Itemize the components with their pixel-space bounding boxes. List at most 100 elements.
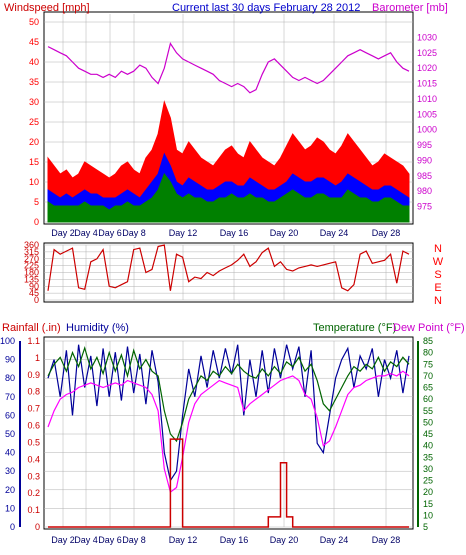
- series-rainfall: [48, 438, 409, 528]
- x-tick-label: Day 2: [51, 535, 75, 545]
- wind-tick-label: 20: [29, 137, 39, 147]
- wind-tick-label: 15: [29, 157, 39, 167]
- x-tick-label: Day 20: [270, 535, 299, 545]
- rain-tick-label: 0.3: [27, 471, 40, 481]
- direction-tick-label: 360: [24, 240, 39, 250]
- humidity-tick-label: 0: [10, 522, 15, 532]
- barometer-tick-label: 1000: [417, 125, 437, 135]
- compass-label: W: [433, 256, 444, 268]
- direction-tick-label: 315: [24, 247, 39, 257]
- wind-tick-label: 5: [34, 197, 39, 207]
- compass-label: S: [434, 269, 441, 281]
- direction-tick-label: 90: [29, 281, 39, 291]
- rain-tick-label: 0.9: [27, 370, 40, 380]
- chart-title: Current last 30 days February 28 2012: [172, 2, 360, 14]
- x-tick-label: Day 8: [122, 228, 146, 238]
- humidity-axis-title: Humidity (%): [66, 322, 129, 334]
- temperature-tick-label: 35: [423, 452, 433, 462]
- rain-tick-label: 1.1: [27, 336, 40, 346]
- rain-tick-label: 0.1: [27, 505, 40, 515]
- temperature-tick-label: 5: [423, 522, 428, 532]
- wind-tick-label: 45: [29, 37, 39, 47]
- humidity-tick-label: 60: [5, 410, 15, 420]
- grid-lines: [44, 14, 413, 528]
- temperature-tick-label: 25: [423, 476, 433, 486]
- axis-labels: 0510152025303540455097598098599099510001…: [0, 17, 444, 545]
- rain-tick-label: 0.8: [27, 387, 40, 397]
- humidity-tick-label: 10: [5, 503, 15, 513]
- compass-label: E: [434, 282, 441, 294]
- dew-point-axis-title: Dew Point (°F): [393, 322, 465, 334]
- x-tick-label: Day 4: [74, 535, 98, 545]
- wind-tick-label: 30: [29, 97, 39, 107]
- series-barometer: [47, 42, 410, 94]
- rainfall-axis-title: Rainfall (.in): [2, 322, 61, 334]
- temperature-tick-label: 75: [423, 359, 433, 369]
- temperature-tick-label: 50: [423, 417, 433, 427]
- top-panel-frame: [43, 11, 414, 225]
- wind-tick-label: 25: [29, 117, 39, 127]
- series-temperature: [47, 345, 410, 443]
- x-tick-label: Day 24: [320, 228, 349, 238]
- humidity-tick-label: 100: [0, 336, 15, 346]
- barometer-tick-label: 975: [417, 202, 432, 212]
- rain-tick-label: 0: [35, 522, 40, 532]
- humidity-tick-label: 70: [5, 392, 15, 402]
- barometer-tick-label: 1020: [417, 63, 437, 73]
- humidity-tick-label: 40: [5, 448, 15, 458]
- temperature-tick-label: 80: [423, 348, 433, 358]
- temperature-tick-label: 45: [423, 429, 433, 439]
- series-wind-average: [47, 172, 410, 223]
- barometer-axis-title: Barometer [mb]: [372, 2, 448, 14]
- wind-tick-label: 50: [29, 17, 39, 27]
- direction-tick-label: 45: [29, 288, 39, 298]
- x-tick-label: Day 16: [220, 228, 249, 238]
- wind-tick-label: 40: [29, 57, 39, 67]
- direction-tick-label: 225: [24, 261, 39, 271]
- wind-tick-label: 10: [29, 177, 39, 187]
- x-tick-label: Day 20: [270, 228, 299, 238]
- series-direction: [47, 244, 410, 292]
- temperature-tick-label: 65: [423, 383, 433, 393]
- humidity-tick-label: 20: [5, 485, 15, 495]
- x-tick-label: Day 4: [74, 228, 98, 238]
- barometer-tick-label: 1005: [417, 109, 437, 119]
- barometer-tick-label: 985: [417, 171, 432, 181]
- x-tick-label: Day 28: [372, 535, 401, 545]
- wind-tick-label: 0: [34, 217, 39, 227]
- temperature-tick-label: 85: [423, 336, 433, 346]
- bottom-panel-frame: [43, 336, 414, 530]
- series-humidity: [47, 344, 410, 483]
- x-tick-label: Day 8: [122, 535, 146, 545]
- barometer-tick-label: 1025: [417, 48, 437, 58]
- temperature-tick-label: 40: [423, 441, 433, 451]
- direction-tick-label: 0: [34, 295, 39, 305]
- temperature-tick-label: 10: [423, 510, 433, 520]
- barometer-tick-label: 1015: [417, 79, 437, 89]
- windspeed-axis-title: Windspeed [mph]: [4, 2, 90, 14]
- x-tick-label: Day 6: [98, 228, 122, 238]
- compass-label: N: [434, 243, 442, 255]
- rain-tick-label: 0.5: [27, 437, 40, 447]
- humidity-tick-label: 80: [5, 373, 15, 383]
- direction-tick-label: 135: [24, 274, 39, 284]
- rain-tick-label: 1: [35, 353, 40, 363]
- humidity-tick-label: 30: [5, 466, 15, 476]
- temperature-tick-label: 30: [423, 464, 433, 474]
- x-tick-label: Day 12: [169, 535, 198, 545]
- humidity-tick-label: 90: [5, 355, 15, 365]
- temperature-tick-label: 60: [423, 394, 433, 404]
- barometer-tick-label: 1010: [417, 94, 437, 104]
- rain-tick-label: 0.2: [27, 488, 40, 498]
- temperature-tick-label: 55: [423, 406, 433, 416]
- rain-tick-label: 0.6: [27, 421, 40, 431]
- x-tick-label: Day 28: [372, 228, 401, 238]
- compass-label: N: [434, 295, 442, 307]
- x-tick-label: Day 16: [220, 535, 249, 545]
- wind-tick-label: 35: [29, 77, 39, 87]
- barometer-tick-label: 1030: [417, 32, 437, 42]
- barometer-tick-label: 980: [417, 186, 432, 196]
- direction-tick-label: 270: [24, 254, 39, 264]
- x-tick-label: Day 24: [320, 535, 349, 545]
